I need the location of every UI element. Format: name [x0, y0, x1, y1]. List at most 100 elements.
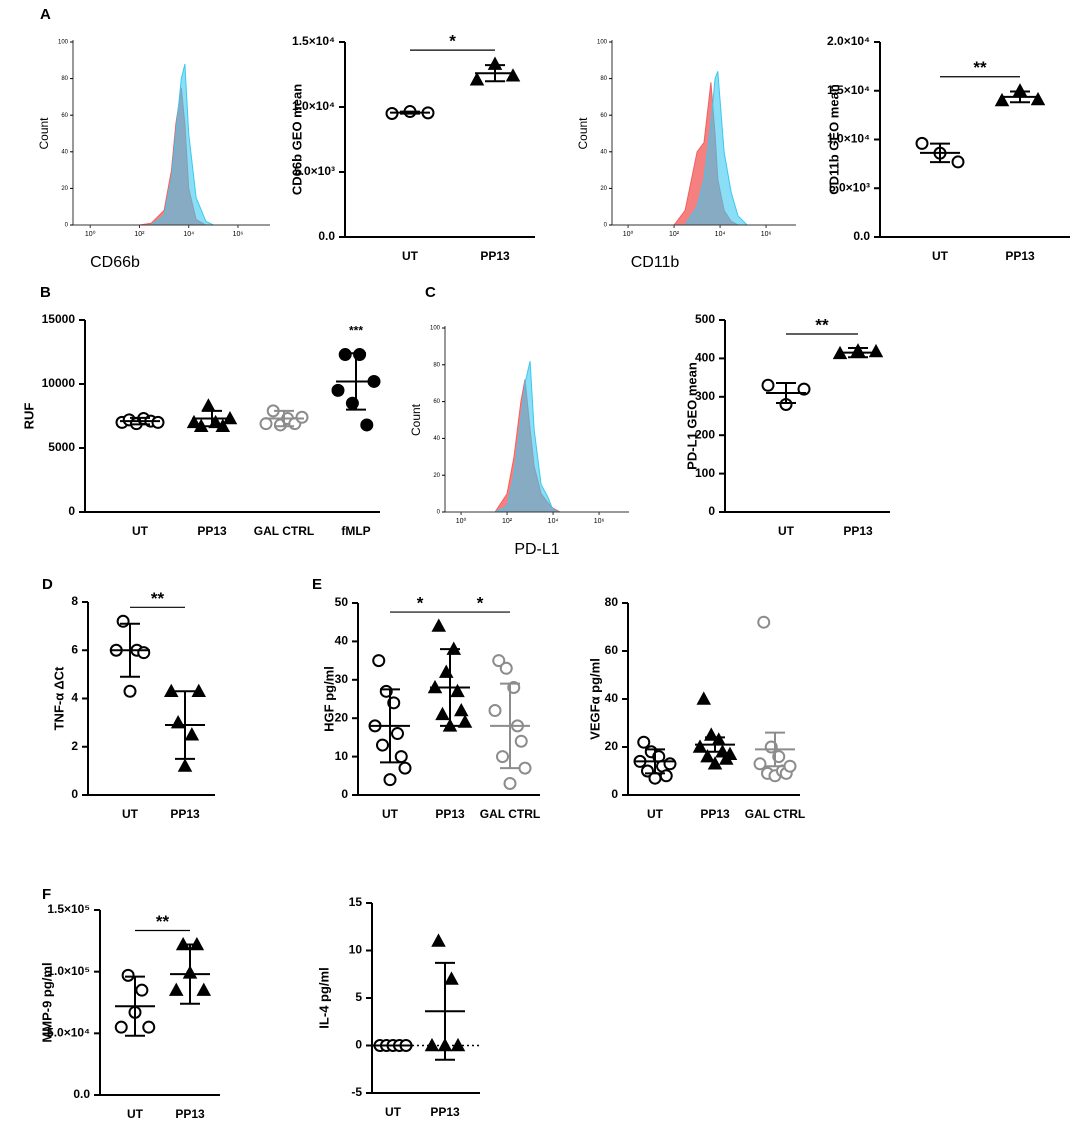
data-point — [391, 727, 404, 741]
x-tick-label: 10² — [134, 231, 145, 238]
data-point — [191, 683, 207, 698]
data-point — [492, 654, 506, 668]
y-tick-label: 1.5×10⁴ — [827, 83, 870, 97]
x-tick-label: UT — [385, 1105, 402, 1119]
x-tick-label: 10² — [669, 231, 680, 238]
y-axis-label: Count — [576, 117, 590, 150]
data-point — [722, 746, 738, 760]
data-point — [488, 704, 502, 718]
histogram-curve — [139, 63, 214, 226]
data-point — [868, 343, 884, 358]
x-tick-label: 10⁶ — [594, 518, 605, 525]
data-point — [663, 757, 677, 771]
y-tick-label: 100 — [597, 40, 608, 46]
y-tick-label: 60 — [61, 113, 68, 119]
y-tick-label: 60 — [600, 113, 607, 119]
x-tick-label: UT — [647, 807, 664, 821]
panel-label: E — [312, 576, 322, 593]
y-tick-label: 100 — [695, 466, 715, 480]
significance-label: ** — [973, 58, 987, 77]
y-tick-label: 0 — [65, 223, 69, 229]
data-point — [505, 68, 521, 82]
panel-label: F — [42, 886, 51, 903]
x-tick-label: 10⁰ — [623, 230, 634, 238]
data-point — [196, 982, 212, 996]
data-point — [177, 758, 193, 772]
y-tick-label: 1.0×10⁵ — [47, 964, 90, 978]
y-tick-label: 20 — [605, 739, 619, 753]
data-point — [457, 714, 473, 728]
y-tick-label: 5.0×10³ — [829, 180, 870, 194]
x-tick-label: PP13 — [430, 1105, 460, 1119]
data-point — [518, 761, 532, 775]
x-tick-label: 10⁴ — [715, 231, 726, 238]
data-point — [376, 738, 389, 752]
data-point — [163, 683, 179, 698]
y-axis-label: Count — [37, 117, 51, 150]
x-tick-label: PP13 — [197, 524, 227, 538]
data-point — [121, 968, 135, 982]
x-tick-label: UT — [402, 249, 419, 263]
y-tick-label: 300 — [695, 389, 715, 403]
y-tick-label: 60 — [433, 399, 440, 405]
x-tick-label: GAL CTRL — [254, 524, 314, 538]
significance-label: * — [417, 594, 424, 613]
y-tick-label: 0.0 — [318, 229, 335, 243]
y-tick-label: 0 — [341, 787, 348, 801]
y-tick-label: 0 — [355, 1038, 362, 1052]
data-point — [700, 749, 715, 763]
y-tick-label: 2.0×10⁴ — [827, 34, 870, 48]
significance-label: ** — [815, 316, 829, 335]
x-tick-label: 10² — [502, 518, 513, 525]
y-tick-label: 60 — [605, 643, 619, 657]
y-tick-label: -5 — [351, 1085, 362, 1099]
data-point — [659, 769, 673, 783]
data-point — [151, 415, 165, 429]
y-tick-label: 20 — [600, 186, 607, 192]
data-point — [450, 683, 465, 698]
y-tick-label: 0.0 — [853, 229, 870, 243]
y-tick-label: 5.0×10³ — [294, 164, 335, 178]
y-tick-label: 8 — [71, 594, 78, 608]
y-axis-label: MMP-9 pg/ml — [39, 962, 54, 1042]
y-tick-label: 0 — [437, 510, 441, 516]
data-point — [707, 756, 723, 770]
x-tick-label: PP13 — [700, 807, 730, 821]
y-tick-label: 0.0 — [73, 1087, 90, 1101]
data-point — [431, 618, 447, 632]
y-axis-label: RUF — [21, 403, 36, 430]
data-point — [114, 1020, 128, 1034]
y-axis-label: HGF pg/ml — [321, 666, 336, 732]
x-tick-label: UT — [127, 1107, 144, 1121]
data-point — [137, 646, 151, 660]
x-tick-label: UT — [382, 807, 399, 821]
data-point — [450, 1037, 466, 1052]
data-point — [123, 684, 137, 698]
y-tick-label: 100 — [430, 326, 441, 332]
data-point — [499, 661, 513, 675]
y-tick-label: 0 — [604, 223, 608, 229]
x-tick-label: UT — [122, 807, 139, 821]
x-tick-label: GAL CTRL — [480, 807, 540, 821]
data-point — [692, 739, 708, 753]
y-tick-label: 0 — [708, 504, 715, 518]
data-point — [951, 155, 965, 169]
y-axis-label: Count — [409, 403, 423, 436]
y-tick-label: 15 — [349, 895, 363, 909]
data-point — [331, 383, 345, 397]
x-axis-label: PD-L1 — [514, 541, 559, 558]
data-point — [135, 983, 149, 997]
y-tick-label: 500 — [695, 312, 715, 326]
x-tick-label: PP13 — [170, 807, 200, 821]
data-point — [184, 727, 200, 741]
y-tick-label: 100 — [58, 40, 69, 46]
panel-label: B — [40, 284, 51, 301]
significance-label: * — [477, 594, 484, 613]
y-tick-label: 200 — [695, 427, 715, 441]
data-point — [424, 1037, 440, 1052]
y-axis-label: CD66b GEO mean — [289, 84, 304, 195]
y-axis-label: PD-L1 GEO mean — [684, 362, 699, 470]
significance-label: ** — [151, 589, 165, 608]
x-axis-label: CD11b — [631, 254, 680, 271]
histogram-curve — [494, 360, 561, 513]
